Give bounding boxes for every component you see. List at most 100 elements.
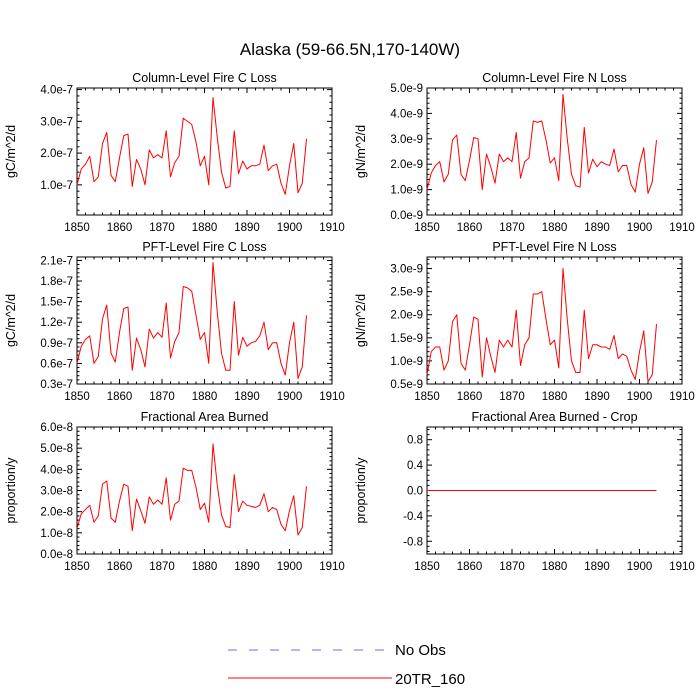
x-tick-label: 1890: [234, 222, 260, 234]
y-tick-label: 3.0e-8: [40, 486, 73, 498]
y-tick-label: 1.0e-9: [390, 185, 423, 197]
panels: Column-Level Fire C Loss gC/m^2/d 1850 1860…: [4, 71, 695, 573]
y-tick-label: 4.0e-7: [40, 85, 73, 97]
y-tick-label: 6.0e-8: [40, 422, 73, 434]
y-tick-label: 1.5e-9: [390, 333, 423, 345]
y-tick-label: 2.0e-9: [390, 159, 423, 171]
x-tick-label: 1900: [627, 391, 653, 403]
y-tick-label: 2.0e-8: [40, 507, 73, 519]
y-axis-label: gC/m^2/d: [4, 294, 18, 347]
x-tick-label: 1870: [499, 391, 525, 403]
series-line-20tr-160: [76, 443, 307, 536]
x-tick-label: 1910: [319, 561, 345, 573]
x-tick-label: 1850: [64, 222, 90, 234]
series-line-20tr-160: [426, 93, 657, 194]
y-tick-label: 0.9e-7: [40, 338, 73, 350]
x-tick-label: 1890: [584, 391, 610, 403]
y-axis-label: proportion/y: [4, 457, 18, 524]
y-tick-label: 1.2e-7: [40, 317, 73, 329]
y-tick-label: 1.0e-9: [390, 356, 423, 368]
x-tick-label: 1880: [192, 222, 218, 234]
x-tick-label: 1910: [669, 222, 695, 234]
y-tick-label: 4.0e-8: [40, 464, 73, 476]
x-tick-label: 1910: [319, 222, 345, 234]
x-tick-label: 1880: [542, 391, 568, 403]
x-tick-label: 1860: [107, 222, 133, 234]
x-tick-label: 1870: [149, 222, 175, 234]
y-tick-label: 3.0e-9: [390, 264, 423, 276]
x-tick-label: 1890: [584, 222, 610, 234]
x-tick-label: 1860: [457, 561, 483, 573]
y-tick-label: 0.0: [407, 486, 423, 498]
y-tick-label: 5.0e-9: [390, 83, 423, 95]
x-tick-label: 1900: [277, 391, 303, 403]
y-tick-label: 0.0e-8: [40, 549, 73, 561]
x-tick-label: 1880: [192, 391, 218, 403]
x-tick-label: 1860: [457, 222, 483, 234]
x-tick-label: 1900: [277, 561, 303, 573]
x-tick-label: 1870: [499, 222, 525, 234]
x-tick-label: 1910: [669, 391, 695, 403]
x-tick-label: 1850: [64, 391, 90, 403]
x-tick-label: 1890: [584, 561, 610, 573]
plot-frame: [76, 256, 333, 385]
plot-frame: [76, 426, 333, 555]
y-tick-label: 1.8e-7: [40, 276, 73, 288]
x-tick-label: 1870: [149, 391, 175, 403]
panel-3: PFT-Level Fire C Loss gC/m^2/d 1850 1860 187…: [4, 240, 345, 403]
legend-label-20tr-160: 20TR_160: [395, 671, 465, 688]
series-line-20tr-160: [76, 261, 307, 380]
x-tick-label: 1880: [542, 222, 568, 234]
figure-title: Alaska (59-66.5N,170-140W): [240, 40, 460, 59]
y-tick-label: 1.5e-7: [40, 297, 73, 309]
y-axis-label: gC/m^2/d: [4, 125, 18, 178]
panel-2: Column-Level Fire N Loss gN/m^2/d 1850 1860…: [354, 71, 695, 234]
x-tick-label: 1860: [457, 391, 483, 403]
y-tick-label: 0.8: [407, 435, 423, 447]
y-tick-label: 2.1e-7: [40, 255, 73, 267]
x-tick-label: 1850: [414, 391, 440, 403]
panel-title: Fractional Area Burned - Crop: [471, 410, 637, 424]
x-tick-label: 1860: [107, 561, 133, 573]
x-tick-label: 1900: [627, 561, 653, 573]
x-tick-label: 1870: [149, 561, 175, 573]
y-tick-label: 2.0e-9: [390, 310, 423, 322]
y-tick-label: 4.0e-9: [390, 108, 423, 120]
y-tick-label: 0.0e-9: [390, 210, 423, 222]
y-tick-label: 3.0e-7: [40, 116, 73, 128]
y-tick-label: 2.0e-7: [40, 148, 73, 160]
y-tick-label: 1.0e-8: [40, 528, 73, 540]
x-tick-label: 1880: [542, 561, 568, 573]
panel-title: Column-Level Fire N Loss: [482, 71, 627, 85]
y-tick-label: -0.8: [403, 536, 423, 548]
x-tick-label: 1860: [107, 391, 133, 403]
y-axis-label: gN/m^2/d: [354, 125, 368, 178]
panel-4: PFT-Level Fire N Loss gN/m^2/d 1850 1860 187…: [354, 240, 695, 403]
x-tick-label: 1870: [499, 561, 525, 573]
panel-6: Fractional Area Burned - Crop proportion/…: [354, 410, 695, 573]
series-line-20tr-160: [76, 97, 307, 195]
y-tick-label: 3.0e-9: [390, 134, 423, 146]
y-tick-label: 0.5e-9: [390, 379, 423, 391]
y-tick-label: 0.4: [407, 460, 424, 472]
panel-1: Column-Level Fire C Loss gC/m^2/d 1850 1860…: [4, 71, 345, 234]
panel-title: Column-Level Fire C Loss: [132, 71, 277, 85]
y-tick-label: 0.3e-7: [40, 379, 73, 391]
y-axis-label: gN/m^2/d: [354, 294, 368, 347]
x-tick-label: 1850: [414, 222, 440, 234]
x-tick-label: 1900: [277, 222, 303, 234]
x-tick-label: 1850: [64, 561, 90, 573]
x-tick-label: 1880: [192, 561, 218, 573]
plot-frame: [426, 256, 683, 385]
panel-title: PFT-Level Fire C Loss: [142, 240, 266, 254]
legend-label-no-obs: No Obs: [395, 642, 446, 659]
y-tick-label: 5.0e-8: [40, 443, 73, 455]
x-tick-label: 1890: [234, 391, 260, 403]
x-tick-label: 1910: [669, 561, 695, 573]
y-axis-label: proportion/y: [354, 457, 368, 524]
y-tick-label: 0.6e-7: [40, 358, 73, 370]
y-tick-label: 1.0e-7: [40, 180, 73, 192]
x-tick-label: 1900: [627, 222, 653, 234]
y-tick-label: -0.4: [403, 511, 423, 523]
